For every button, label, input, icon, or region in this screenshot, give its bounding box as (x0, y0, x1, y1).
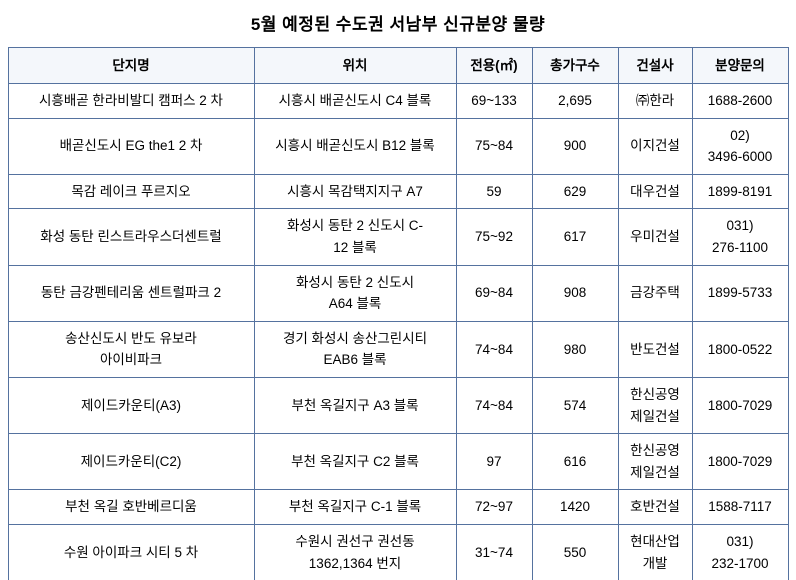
cell-contact: 1899-5733 (691, 264, 789, 322)
cell-households: 550 (531, 523, 619, 580)
header-location: 위치 (253, 47, 457, 84)
cell-builder: ㈜한라 (617, 83, 693, 119)
cell-complex-name: 시흥배곧 한라비발디 캠퍼스 2 차 (7, 83, 255, 119)
cell-households: 1420 (531, 489, 619, 525)
cell-location: 부천 옥길지구 C2 블록 (253, 433, 457, 491)
cell-location: 화성시 동탄 2 신도시 C- 12 블록 (253, 208, 457, 266)
cell-complex-name: 부천 옥길 호반베르디움 (7, 489, 255, 525)
page-title: 5월 예정된 수도권 서남부 신규분양 물량 (250, 15, 546, 34)
header-row: 단지명 위치 전용(㎡) 총가구수 건설사 분양문의 (7, 47, 789, 84)
cell-area: 74~84 (455, 376, 533, 435)
cell-area: 31~74 (455, 523, 533, 580)
cell-builder: 한신공영 제일건설 (617, 376, 693, 435)
cell-complex-name: 송산신도시 반도 유보라 아이비파크 (7, 320, 255, 378)
table-row: 제이드카운티(C2) 부천 옥길지구 C2 블록 97 616 한신공영 제일건… (7, 433, 789, 491)
cell-area: 97 (455, 433, 533, 491)
cell-area: 69~84 (455, 264, 533, 322)
table-row: 동탄 금강펜테리움 센트럴파크 2 화성시 동탄 2 신도시 A64 블록 69… (7, 264, 789, 322)
cell-area: 59 (455, 173, 533, 210)
table-row: 부천 옥길 호반베르디움 부천 옥길지구 C-1 블록 72~97 1420 호… (7, 489, 789, 525)
cell-complex-name: 배곧신도시 EG the1 2 차 (7, 117, 255, 175)
cell-complex-name: 화성 동탄 린스트라우스더센트럴 (7, 208, 255, 266)
cell-households: 900 (531, 117, 619, 175)
cell-area: 75~84 (455, 117, 533, 175)
cell-households: 617 (531, 208, 619, 266)
header-households: 총가구수 (531, 47, 619, 84)
cell-area: 75~92 (455, 208, 533, 266)
table-row: 목감 레이크 푸르지오 시흥시 목감택지지구 A7 59 629 대우건설 18… (7, 173, 789, 210)
table-row: 화성 동탄 린스트라우스더센트럴 화성시 동탄 2 신도시 C- 12 블록 7… (7, 208, 789, 266)
table-row: 수원 아이파크 시티 5 차 수원시 권선구 권선동 1362,1364 번지 … (7, 523, 789, 580)
cell-complex-name: 목감 레이크 푸르지오 (7, 173, 255, 210)
header-area: 전용(㎡) (455, 47, 533, 84)
cell-builder: 호반건설 (617, 489, 693, 525)
cell-contact: 031) 232-1700 (691, 523, 789, 580)
table-row: 시흥배곧 한라비발디 캠퍼스 2 차 시흥시 배곧신도시 C4 블록 69~13… (7, 83, 789, 119)
header-complex-name: 단지명 (7, 47, 255, 84)
cell-complex-name: 수원 아이파크 시티 5 차 (7, 523, 255, 580)
cell-location: 경기 화성시 송산그린시티 EAB6 블록 (253, 320, 457, 378)
cell-location: 수원시 권선구 권선동 1362,1364 번지 (253, 523, 457, 580)
header-contact: 분양문의 (691, 47, 789, 84)
cell-builder: 대우건설 (617, 173, 693, 210)
table-row: 배곧신도시 EG the1 2 차 시흥시 배곧신도시 B12 블록 75~84… (7, 117, 789, 175)
cell-contact: 1899-8191 (691, 173, 789, 210)
cell-area: 74~84 (455, 320, 533, 378)
cell-complex-name: 제이드카운티(C2) (7, 433, 255, 491)
cell-location: 시흥시 배곧신도시 C4 블록 (253, 83, 457, 119)
table-header: 단지명 위치 전용(㎡) 총가구수 건설사 분양문의 (7, 47, 789, 84)
cell-location: 시흥시 목감택지지구 A7 (253, 173, 457, 210)
cell-location: 부천 옥길지구 A3 블록 (253, 376, 457, 435)
cell-location: 화성시 동탄 2 신도시 A64 블록 (253, 264, 457, 322)
cell-builder: 반도건설 (617, 320, 693, 378)
cell-contact: 1800-7029 (691, 433, 789, 491)
cell-households: 574 (531, 376, 619, 435)
cell-complex-name: 동탄 금강펜테리움 센트럴파크 2 (7, 264, 255, 322)
cell-builder: 한신공영 제일건설 (617, 433, 693, 491)
cell-contact: 1688-2600 (691, 83, 789, 119)
cell-builder: 금강주택 (617, 264, 693, 322)
table-body: 시흥배곧 한라비발디 캠퍼스 2 차 시흥시 배곧신도시 C4 블록 69~13… (7, 83, 789, 580)
cell-households: 616 (531, 433, 619, 491)
cell-builder: 우미건설 (617, 208, 693, 266)
cell-builder: 이지건설 (617, 117, 693, 175)
cell-area: 72~97 (455, 489, 533, 525)
cell-location: 부천 옥길지구 C-1 블록 (253, 489, 457, 525)
cell-contact: 1800-0522 (691, 320, 789, 378)
cell-contact: 1800-7029 (691, 376, 789, 435)
cell-households: 629 (531, 173, 619, 210)
new-apartment-listing-table: 단지명 위치 전용(㎡) 총가구수 건설사 분양문의 시흥배곧 한라비발디 캠퍼… (7, 47, 789, 580)
cell-builder: 현대산업 개발 (617, 523, 693, 580)
cell-households: 2,695 (531, 83, 619, 119)
table-row: 송산신도시 반도 유보라 아이비파크 경기 화성시 송산그린시티 EAB6 블록… (7, 320, 789, 378)
cell-location: 시흥시 배곧신도시 B12 블록 (253, 117, 457, 175)
cell-households: 980 (531, 320, 619, 378)
table-row: 제이드카운티(A3) 부천 옥길지구 A3 블록 74~84 574 한신공영 … (7, 376, 789, 435)
cell-complex-name: 제이드카운티(A3) (7, 376, 255, 435)
cell-contact: 1588-7117 (691, 489, 789, 525)
cell-households: 908 (531, 264, 619, 322)
cell-area: 69~133 (455, 83, 533, 119)
header-builder: 건설사 (617, 47, 693, 84)
cell-contact: 031) 276-1100 (691, 208, 789, 266)
cell-contact: 02) 3496-6000 (691, 117, 789, 175)
